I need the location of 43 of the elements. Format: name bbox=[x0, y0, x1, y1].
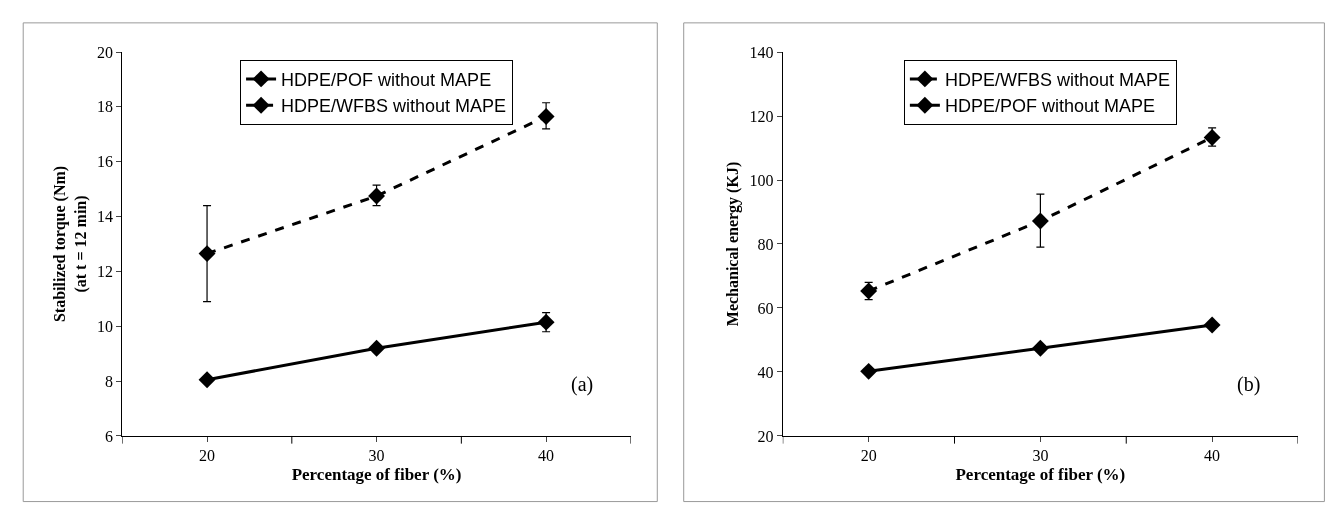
point bbox=[1031, 212, 1049, 230]
x-tick-label: 40 bbox=[538, 447, 555, 465]
point bbox=[1031, 339, 1049, 357]
point bbox=[860, 362, 878, 380]
y-tick-label: 6 bbox=[105, 427, 114, 445]
annotation: (a) bbox=[571, 373, 594, 396]
y-axis-title: Stabilized torque (Nm) (at t = 12 min) bbox=[51, 165, 90, 323]
point bbox=[537, 108, 555, 125]
point bbox=[198, 245, 216, 263]
y-tick-label: 16 bbox=[97, 153, 114, 171]
y-tick-label: 14 bbox=[97, 208, 114, 226]
y-tick-label: 40 bbox=[757, 363, 774, 381]
point bbox=[368, 187, 386, 205]
y-axis-title: Mechanical energy (KJ) bbox=[724, 161, 743, 327]
y-tick-label: 100 bbox=[749, 171, 774, 189]
x-tick-label: 30 bbox=[1032, 447, 1049, 465]
y-tick-label: 140 bbox=[749, 43, 774, 61]
annotation: (b) bbox=[1237, 373, 1261, 396]
x-axis-title: Percentage of fiber (%) bbox=[291, 464, 462, 484]
point bbox=[368, 339, 386, 357]
y-tick-label: 20 bbox=[97, 43, 114, 61]
x-axis-title: Percentage of fiber (%) bbox=[955, 464, 1126, 484]
x-tick-label: 20 bbox=[199, 447, 216, 465]
y-tick-label: 60 bbox=[757, 299, 774, 317]
y-tick-label: 18 bbox=[97, 98, 114, 116]
y-tick-label: 20 bbox=[757, 427, 774, 445]
x-tick-label: 30 bbox=[368, 447, 385, 465]
legend-label: HDPE/POF without MAPE bbox=[281, 69, 492, 90]
x-tick-label: 40 bbox=[1204, 447, 1221, 465]
y-tick-label: 10 bbox=[97, 317, 114, 335]
legend-label: HDPE/WFBS without MAPE bbox=[944, 69, 1170, 90]
point bbox=[198, 371, 216, 389]
y-tick-label: 8 bbox=[105, 372, 114, 390]
y-tick-label: 120 bbox=[749, 107, 774, 125]
legend-label: HDPE/WFBS without MAPE bbox=[281, 96, 507, 117]
point bbox=[1203, 316, 1221, 334]
point bbox=[1203, 129, 1221, 146]
point bbox=[537, 313, 555, 331]
x-tick-label: 20 bbox=[860, 447, 877, 465]
point bbox=[860, 282, 878, 300]
y-tick-label: 80 bbox=[757, 235, 774, 253]
y-tick-label: 12 bbox=[97, 263, 114, 281]
legend-label: HDPE/POF without MAPE bbox=[944, 96, 1155, 117]
